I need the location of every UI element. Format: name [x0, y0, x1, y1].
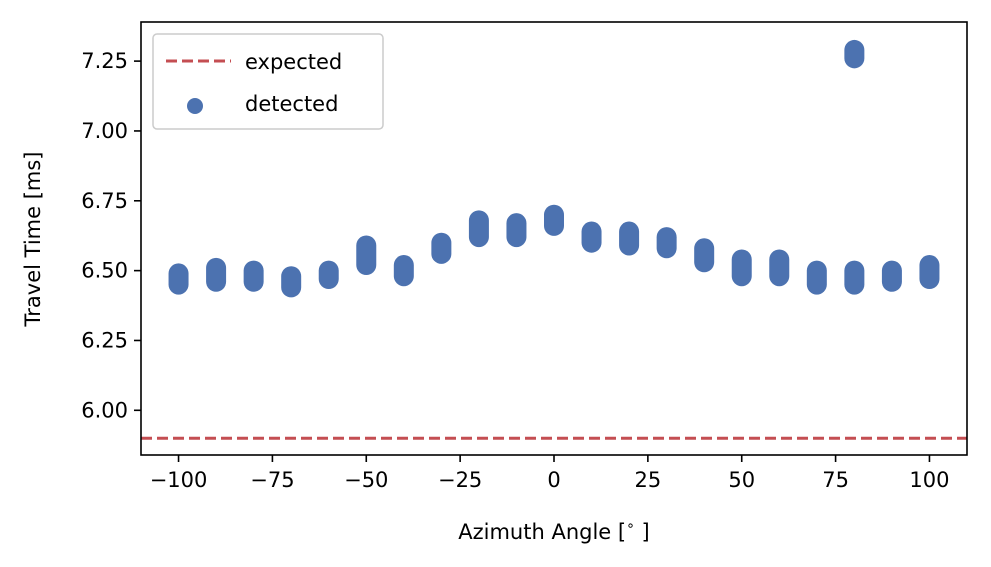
- y-tick-label: 6.00: [81, 398, 128, 422]
- detected-point: [431, 232, 452, 264]
- detected-point: [468, 210, 489, 248]
- detected-point: [356, 235, 377, 276]
- y-tick-label: 7.25: [81, 49, 128, 73]
- legend-detected-marker: [187, 98, 203, 114]
- y-axis-label: Travel Time [ms]: [21, 152, 45, 328]
- detected-point: [881, 260, 902, 292]
- x-axis-label-close: ]: [635, 520, 650, 544]
- detected-point: [769, 249, 790, 287]
- x-tick-label: 25: [634, 468, 661, 492]
- x-tick-label: 100: [909, 468, 949, 492]
- detected-point: [581, 221, 602, 253]
- legend-detected-label: detected: [245, 92, 338, 116]
- detected-point: [919, 255, 940, 290]
- x-tick-label: −75: [250, 468, 294, 492]
- x-axis-label-main: Azimuth Angle [: [458, 520, 626, 544]
- x-tick-label: 75: [822, 468, 849, 492]
- y-tick-label: 6.25: [81, 328, 128, 352]
- y-tick-label: 7.00: [81, 119, 128, 143]
- detected-point: [844, 260, 865, 295]
- y-tick-label: 6.50: [81, 259, 128, 283]
- detected-point: [168, 263, 189, 295]
- detected-point: [393, 255, 414, 287]
- x-axis-label: Azimuth Angle [∘ ]: [458, 518, 649, 544]
- detected-point: [806, 260, 827, 295]
- x-tick-label: 50: [728, 468, 755, 492]
- y-tick-label: 6.75: [81, 189, 128, 213]
- x-tick-label: −100: [150, 468, 208, 492]
- x-tick-label: −25: [438, 468, 482, 492]
- x-axis-label-degree: ∘: [626, 518, 635, 534]
- detected-point: [731, 249, 752, 287]
- detected-point: [506, 213, 527, 248]
- legend-box: [152, 33, 384, 130]
- detected-point: [844, 39, 865, 69]
- detected-point: [544, 204, 564, 236]
- plot-data-layer: [141, 39, 967, 440]
- detected-point: [281, 266, 302, 298]
- detected-point: [656, 227, 677, 259]
- x-axis: −100 −75 −50 −25 0 25 50 75 100: [150, 455, 950, 492]
- legend-expected-label: expected: [245, 50, 342, 74]
- detected-point: [318, 260, 339, 290]
- detected-point: [619, 221, 640, 256]
- detected-point: [694, 238, 715, 273]
- x-tick-label: −50: [344, 468, 388, 492]
- y-axis: 6.00 6.25 6.50 6.75 7.00 7.25: [81, 49, 141, 422]
- detected-point: [243, 260, 264, 292]
- legend: expected detected: [152, 33, 384, 130]
- x-tick-label: 0: [547, 468, 560, 492]
- detected-point: [206, 257, 227, 292]
